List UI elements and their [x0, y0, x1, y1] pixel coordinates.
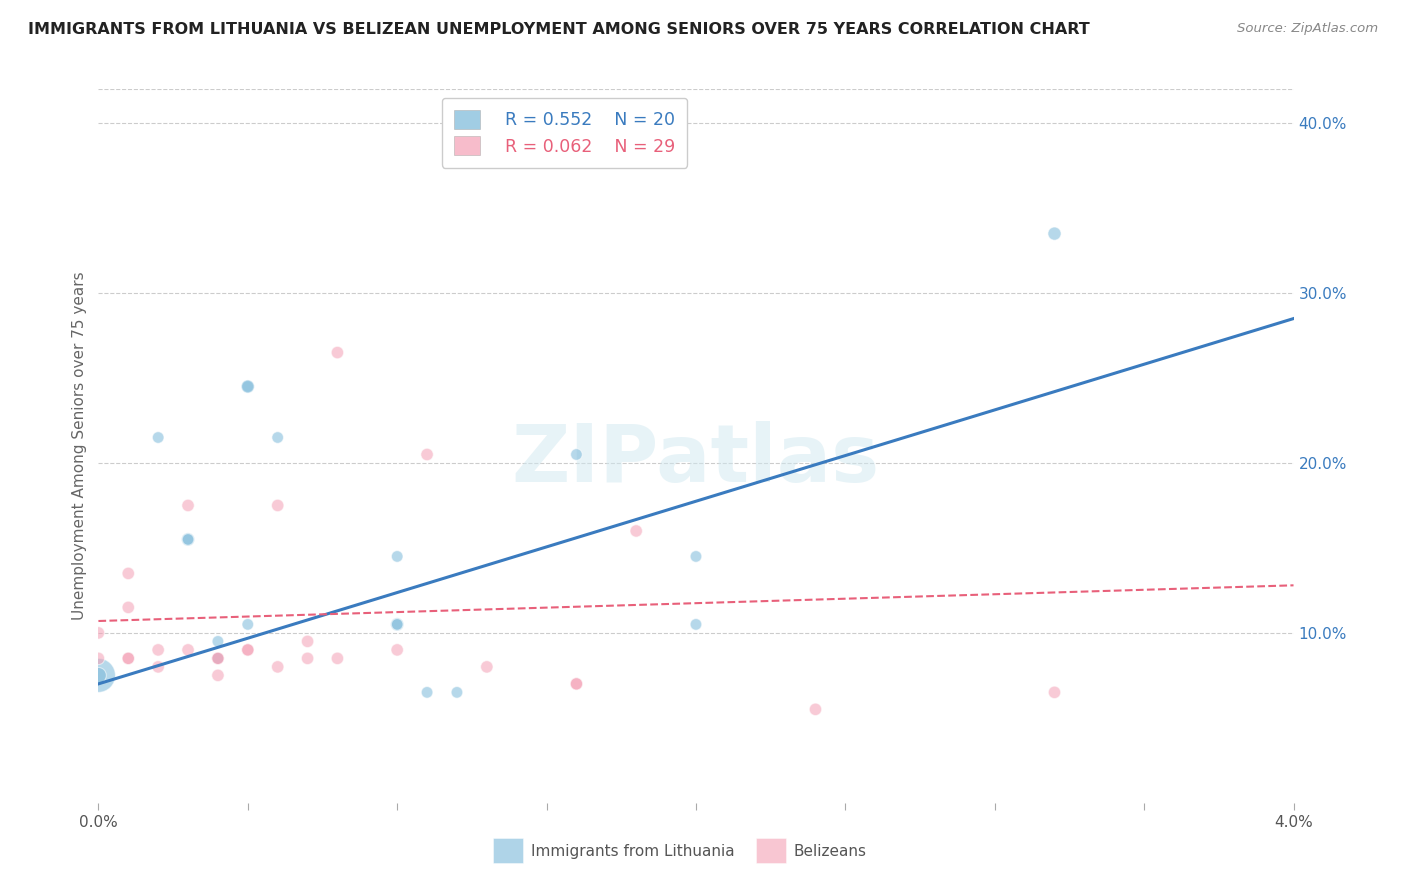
Point [148, 643, 170, 657]
Point [236, 643, 259, 657]
Point [117, 566, 139, 581]
Point [416, 685, 439, 699]
Point [236, 379, 259, 393]
Point [236, 643, 259, 657]
Point [297, 651, 319, 665]
Point [267, 660, 290, 674]
Point [565, 448, 588, 462]
Point [207, 634, 229, 648]
Point [267, 499, 290, 513]
Point [297, 634, 319, 648]
Point [236, 379, 259, 393]
Point [148, 660, 170, 674]
Point [685, 549, 707, 564]
Point [87, 668, 110, 682]
Point [385, 643, 409, 657]
Point [385, 617, 409, 632]
Point [267, 430, 290, 444]
Point [565, 677, 588, 691]
Point [87, 626, 110, 640]
Point [475, 660, 498, 674]
Point [87, 651, 110, 665]
Bar [756, 838, 786, 863]
Point [207, 668, 229, 682]
Point [804, 702, 827, 716]
Bar [494, 838, 523, 863]
Point [236, 617, 259, 632]
Point [326, 651, 349, 665]
Point [177, 533, 200, 547]
Text: ZIPatlas: ZIPatlas [512, 421, 880, 500]
Point [565, 677, 588, 691]
Point [87, 668, 110, 682]
Point [207, 651, 229, 665]
Point [177, 643, 200, 657]
Text: Belizeans: Belizeans [794, 844, 868, 859]
Point [117, 651, 139, 665]
Point [1043, 685, 1066, 699]
Point [385, 617, 409, 632]
Point [685, 617, 707, 632]
Point [1043, 227, 1066, 241]
Legend:   R = 0.552    N = 20,   R = 0.062    N = 29: R = 0.552 N = 20, R = 0.062 N = 29 [441, 98, 688, 168]
Y-axis label: Unemployment Among Seniors over 75 years: Unemployment Among Seniors over 75 years [72, 272, 87, 620]
Point [385, 549, 409, 564]
Point [624, 524, 647, 538]
Point [446, 685, 468, 699]
Point [148, 430, 170, 444]
Point [207, 651, 229, 665]
Point [207, 651, 229, 665]
Text: IMMIGRANTS FROM LITHUANIA VS BELIZEAN UNEMPLOYMENT AMONG SENIORS OVER 75 YEARS C: IMMIGRANTS FROM LITHUANIA VS BELIZEAN UN… [28, 22, 1090, 37]
Point [117, 600, 139, 615]
Point [416, 448, 439, 462]
Point [117, 651, 139, 665]
Point [326, 345, 349, 359]
Point [177, 499, 200, 513]
Text: Immigrants from Lithuania: Immigrants from Lithuania [531, 844, 735, 859]
Point [177, 533, 200, 547]
Text: Source: ZipAtlas.com: Source: ZipAtlas.com [1237, 22, 1378, 36]
